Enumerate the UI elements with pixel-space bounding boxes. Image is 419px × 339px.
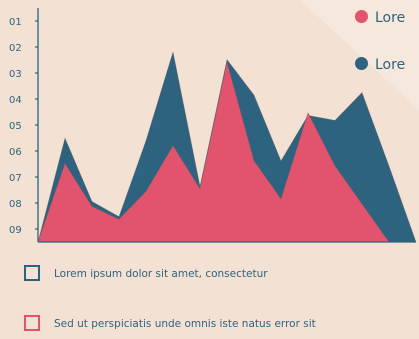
legend-bottom-item-1: Lorem ipsum dolor sit amet, consectetur bbox=[24, 265, 268, 281]
legend-top-label-2: Lore bbox=[375, 57, 406, 73]
y-tick-label: 03 bbox=[9, 69, 22, 80]
legend-top-item-2: Lore bbox=[355, 57, 405, 73]
y-tick-label: 08 bbox=[9, 199, 22, 210]
legend-blue-box bbox=[24, 265, 40, 281]
legend-bottom-label-2: Sed ut perspiciatis unde omnis iste natu… bbox=[54, 318, 316, 330]
legend-top-label-1: Lore bbox=[375, 10, 406, 26]
y-tick-label: 05 bbox=[9, 121, 22, 132]
y-tick-label: 02 bbox=[9, 43, 22, 54]
y-tick-label: 06 bbox=[9, 147, 22, 158]
y-tick-label: 09 bbox=[9, 225, 22, 236]
legend-pink-dot bbox=[355, 10, 368, 23]
legend-blue-dot bbox=[355, 57, 368, 70]
y-tick-label: 04 bbox=[9, 95, 22, 106]
legend-bottom-item-2: Sed ut perspiciatis unde omnis iste natu… bbox=[24, 315, 316, 331]
legend-bottom-label-1: Lorem ipsum dolor sit amet, consectetur bbox=[54, 268, 268, 280]
y-tick-label: 07 bbox=[9, 173, 22, 184]
series-area-pink bbox=[37, 62, 416, 243]
y-tick-label: 01 bbox=[9, 17, 22, 28]
legend-top-item-1: Lore bbox=[355, 10, 405, 26]
legend-pink-box bbox=[24, 315, 40, 331]
background-stripe bbox=[300, 0, 419, 110]
